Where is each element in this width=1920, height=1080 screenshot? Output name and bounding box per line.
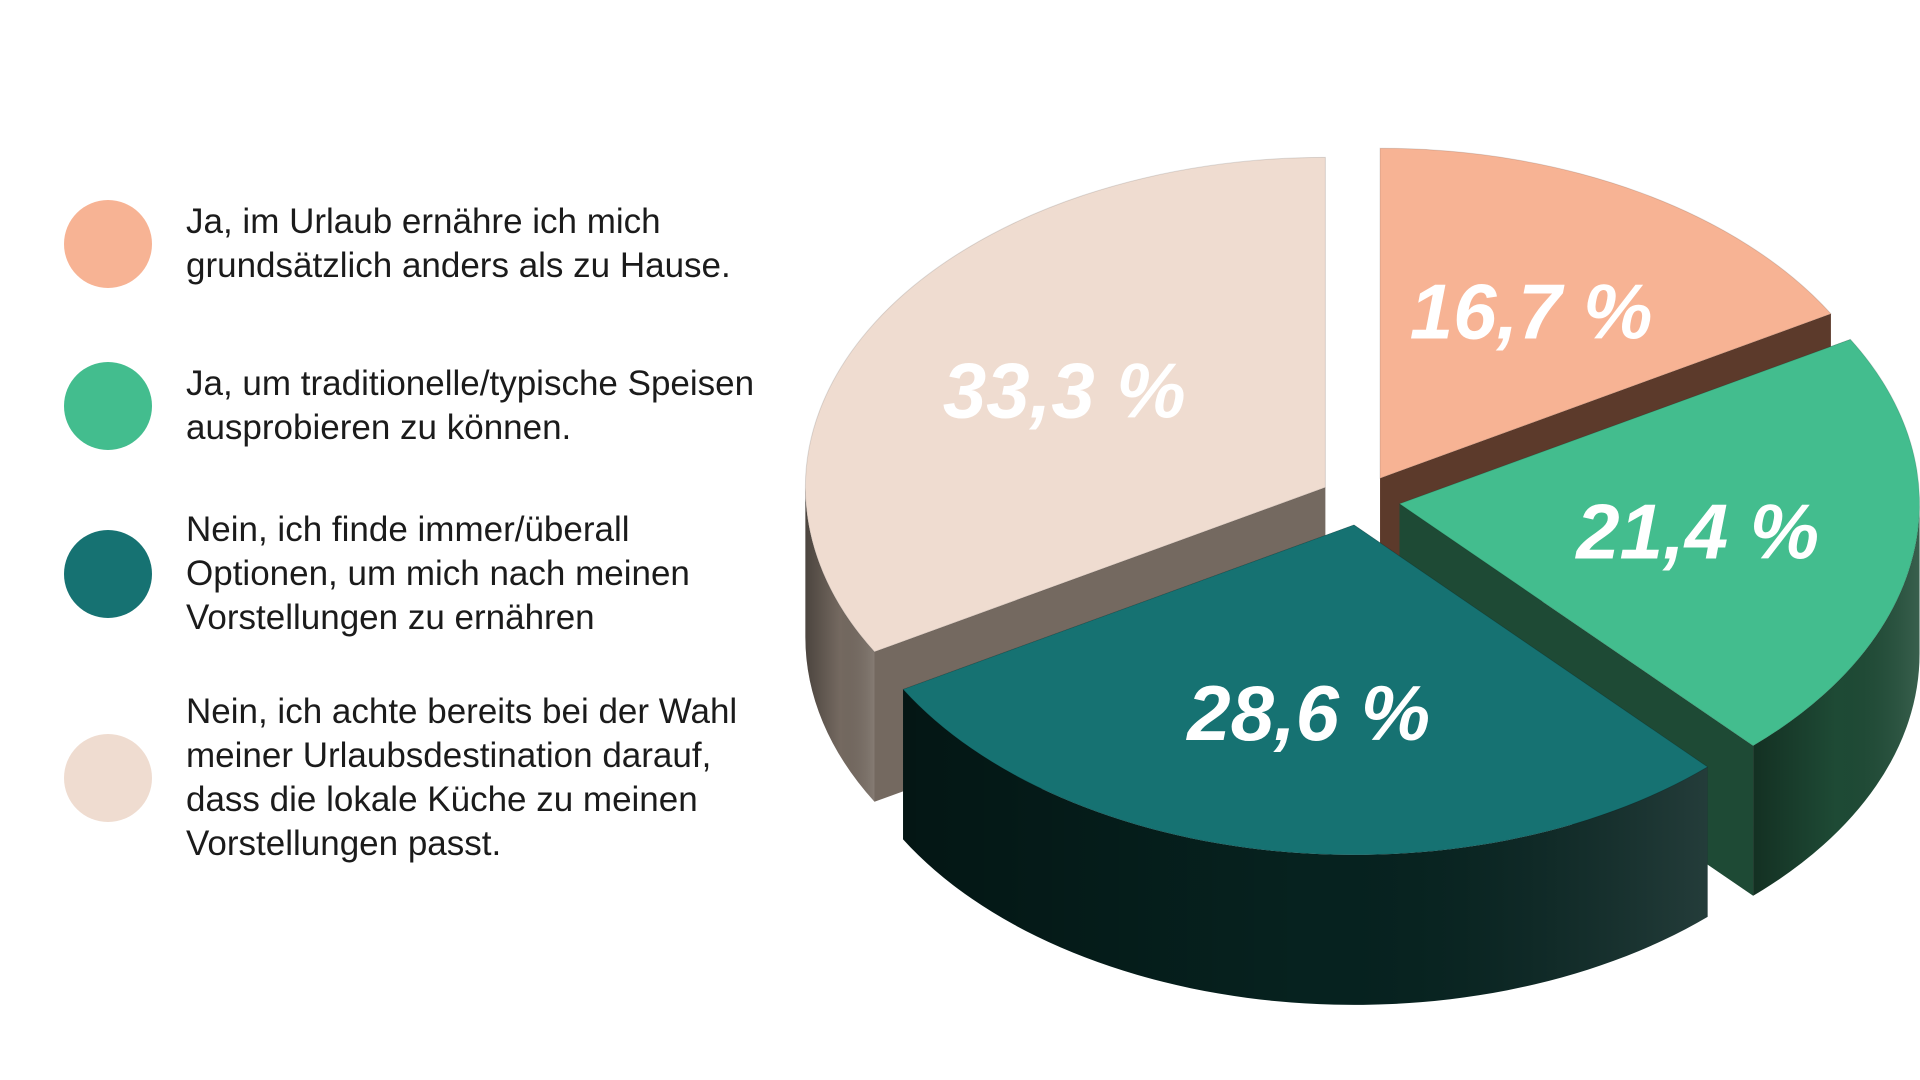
legend-item-destination-choice: Nein, ich achte bereits bei der Wahl mei… <box>64 690 806 866</box>
legend-swatch <box>64 362 152 450</box>
slice-value-label: 28,6 % <box>1185 669 1430 757</box>
legend-label: Ja, um traditionelle/typische Speisen au… <box>186 364 755 447</box>
legend-item-different-diet: Ja, im Urlaub ernähre ich mich grundsätz… <box>64 200 806 288</box>
slice-side-shade <box>805 487 875 802</box>
legend-swatch <box>64 530 152 618</box>
slice-side-shade <box>1753 503 1920 896</box>
legend-item-always-options: Nein, ich finde immer/überall Optionen, … <box>64 508 806 640</box>
legend-label: Ja, im Urlaub ernähre ich mich grundsätz… <box>186 202 731 285</box>
legend-label: Nein, ich achte bereits bei der Wahl mei… <box>186 692 738 863</box>
slice-top <box>1379 147 1832 479</box>
slice-side-shade <box>903 689 1708 1005</box>
pie-slice <box>902 524 1709 1005</box>
legend-swatch <box>64 734 152 822</box>
slice-top <box>804 156 1326 653</box>
slice-value-label: 33,3 % <box>943 347 1186 435</box>
slice-top <box>902 524 1709 856</box>
legend-swatch <box>64 200 152 288</box>
slice-top <box>1398 338 1920 747</box>
legend-label: Nein, ich finde immer/überall Optionen, … <box>186 510 690 637</box>
legend-item-traditional-dishes: Ja, um traditionelle/typische Speisen au… <box>64 362 806 450</box>
slice-value-label: 21,4 % <box>1574 488 1819 576</box>
slice-value-label: 16,7 % <box>1410 268 1653 356</box>
